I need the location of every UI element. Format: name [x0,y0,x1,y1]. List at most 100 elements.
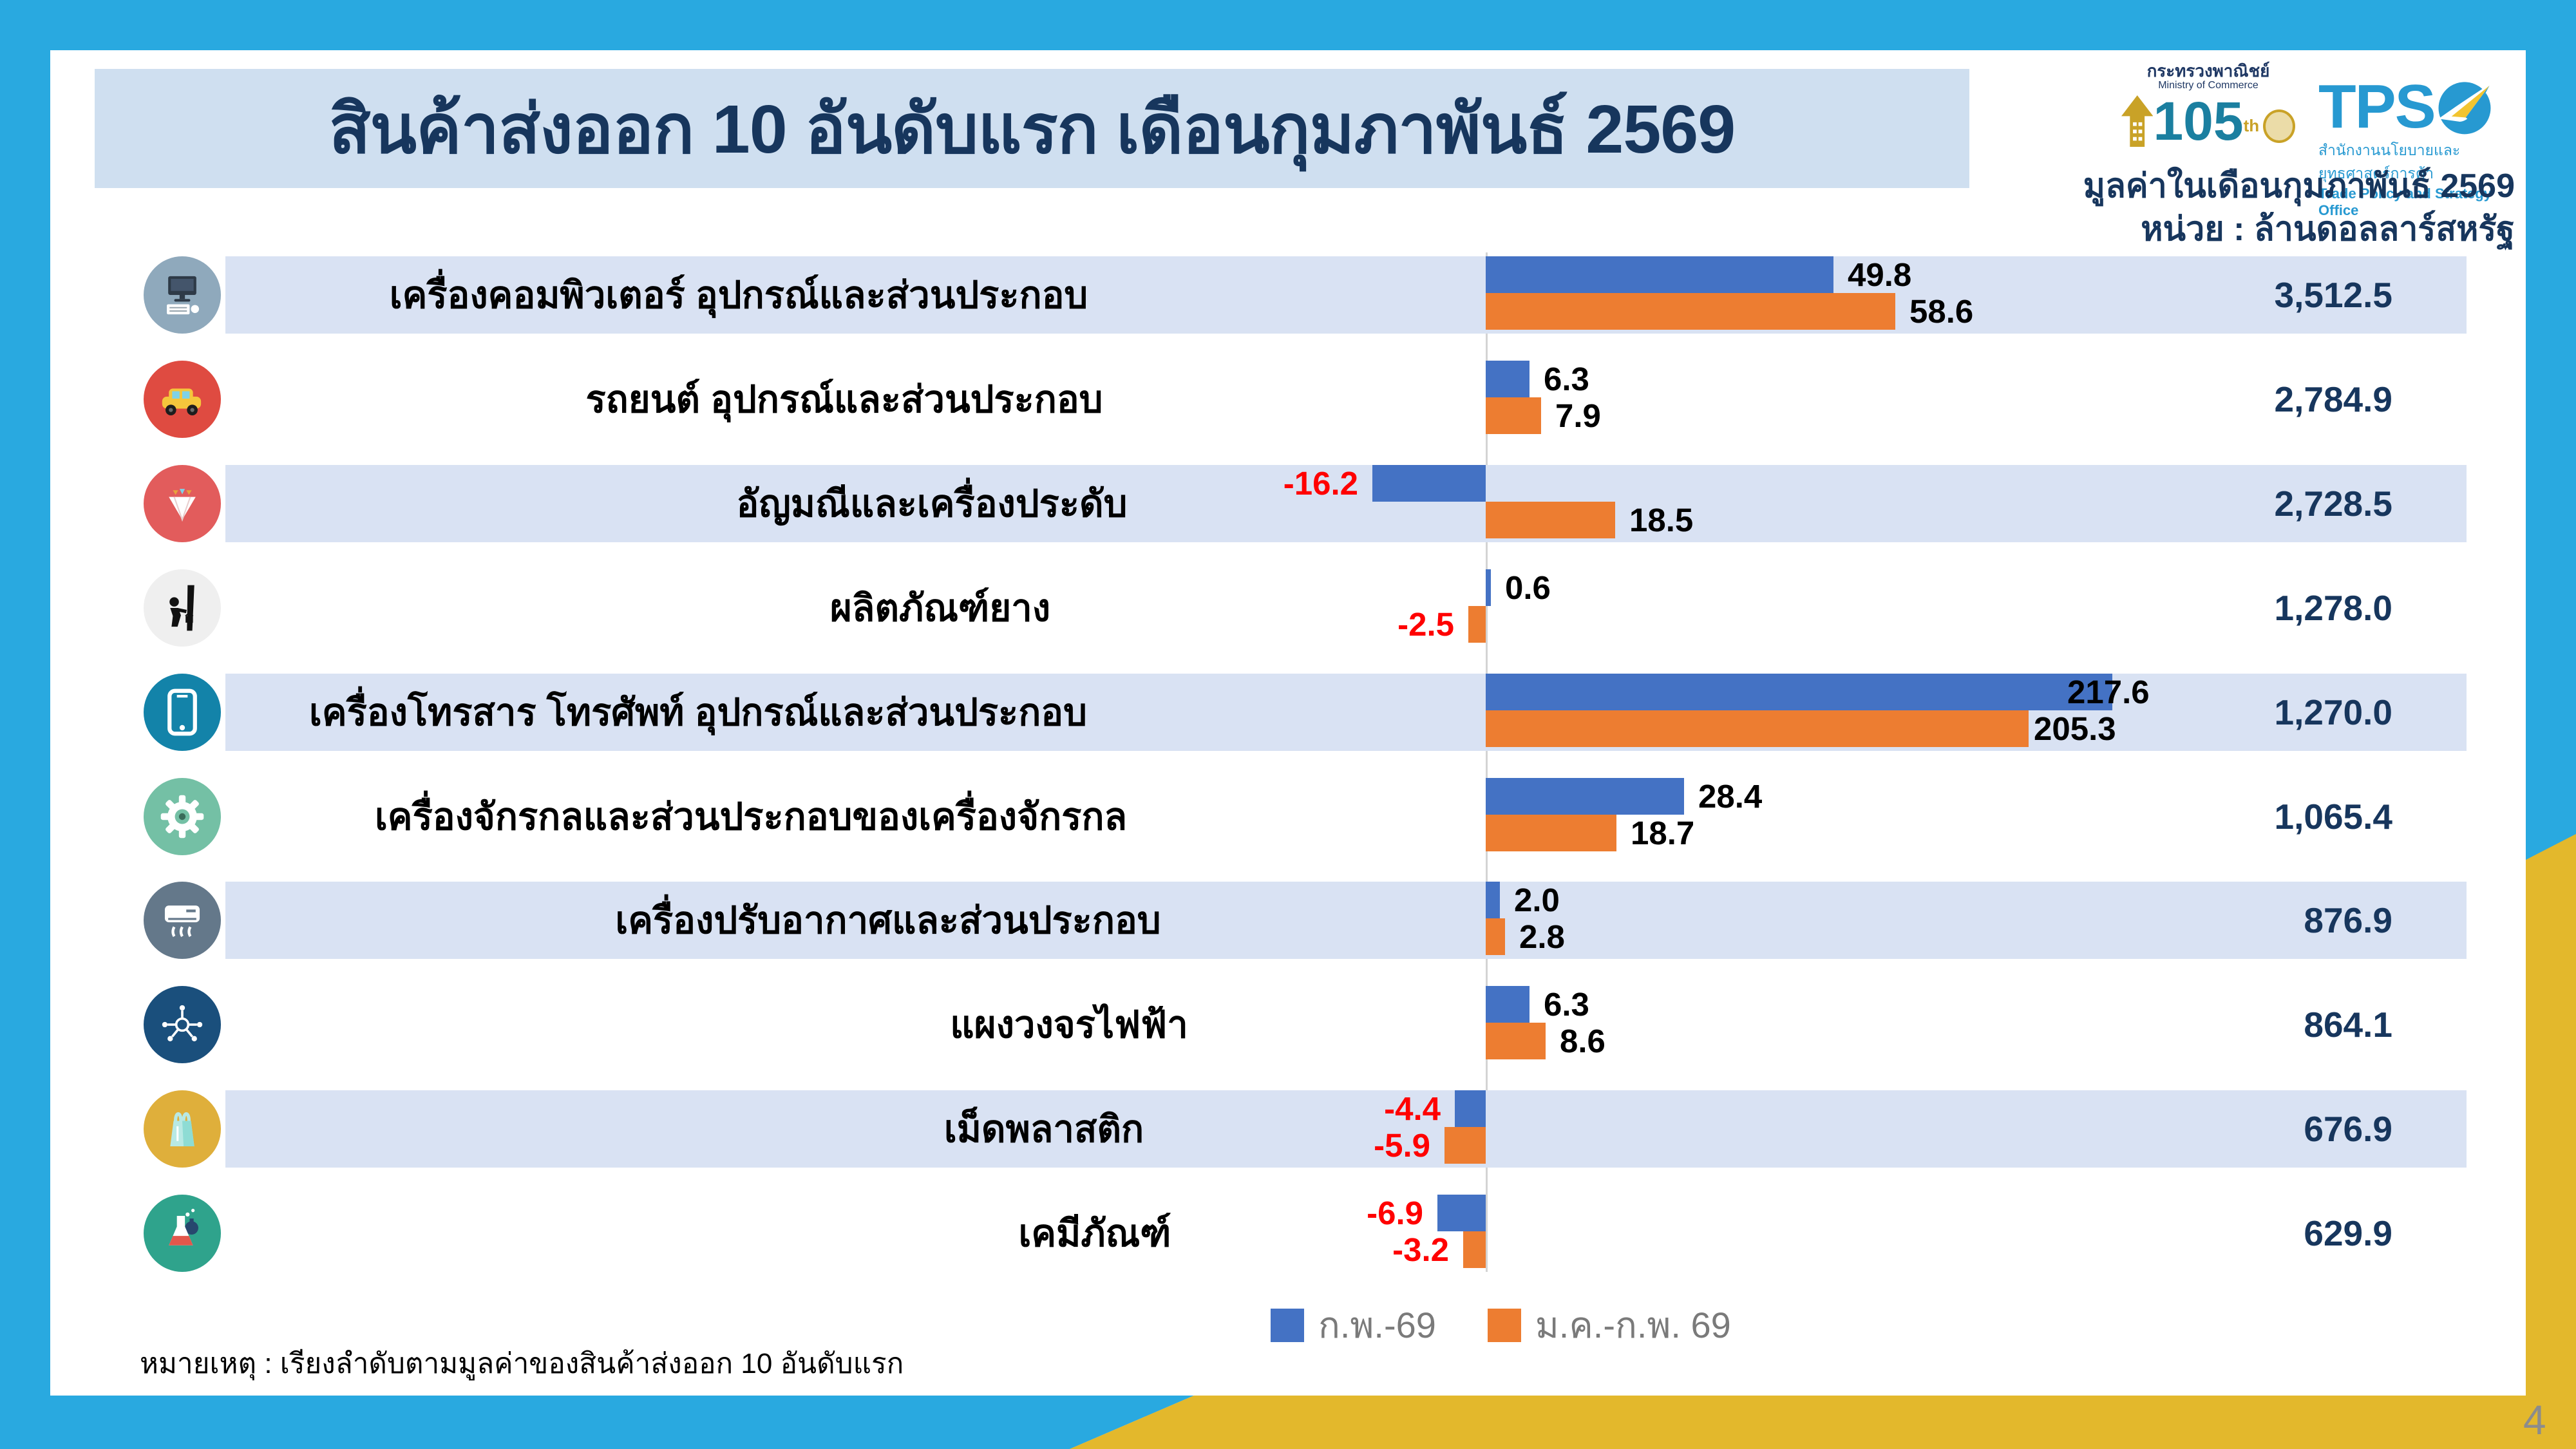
table-row: เครื่องปรับอากาศและส่วนประกอบ 2.0 2.8 87… [0,882,2576,986]
bar-feb-69 [1486,569,1491,606]
circuit-board-icon [144,986,221,1063]
value-note: มูลค่าในเดือนกุมภาพันธ์ 2569 หน่วย : ล้า… [1610,165,2515,251]
bottom-band-cyan [0,1396,1194,1449]
table-row: ผลิตภัณฑ์ยาง 0.6 -2.5 1,278.0 [0,569,2576,674]
legend-swatch-blue [1271,1309,1304,1342]
bar-feb-69 [1486,674,2112,710]
car-icon [144,361,221,438]
growth-jan-feb: 2.8 [1519,918,1565,955]
bar-feb-69 [1486,361,1530,397]
legend-label: ก.พ.-69 [1318,1305,1436,1345]
table-row: แผงวงจรไฟฟ้า 6.3 8.6 864.1 [0,986,2576,1090]
table-row: เม็ดพลาสติก -4.4 -5.9 676.9 [0,1090,2576,1195]
bar-jan-feb-69 [1486,710,2029,747]
legend-label: ม.ค.-ก.พ. 69 [1535,1305,1731,1345]
bar-feb-69 [1486,986,1530,1023]
row-band [225,465,2467,542]
bar-jan-feb-69 [1444,1127,1486,1164]
bar-jan-feb-69 [1486,815,1616,851]
export-value: 1,278.0 [2274,588,2392,628]
bar-jan-feb-69 [1468,606,1486,643]
title-band: สินค้าส่งออก 10 อันดับแรก เดือนกุมภาพันธ… [95,69,1969,188]
moc-royal-seal-icon [2263,109,2295,143]
product-label: อัญมณีและเครื่องประดับ [736,482,1128,525]
growth-jan-feb: -3.2 [1392,1231,1449,1268]
bar-jan-feb-69 [1463,1231,1486,1268]
growth-jan-feb: 18.5 [1629,502,1694,538]
export-value: 2,728.5 [2274,484,2392,524]
bar-feb-69 [1437,1195,1486,1231]
export-value: 2,784.9 [2274,379,2392,419]
export-value: 876.9 [2304,900,2392,940]
bar-jan-feb-69 [1486,293,1895,330]
product-label: เครื่องคอมพิวเตอร์ อุปกรณ์และส่วนประกอบ [389,274,1088,316]
moc-gold-arrow-icon [2121,95,2154,147]
footnote: หมายเหตุ : เรียงลำดับตามมูลค่าของสินค้าส… [140,1348,904,1379]
air-conditioner-icon [144,882,221,959]
product-label: แผงวงจรไฟฟ้า [950,1003,1188,1046]
moc-thai-name: กระทรวงพาณิชย์ [2146,61,2270,80]
export-value: 629.9 [2304,1213,2392,1253]
bar-jan-feb-69 [1486,1023,1546,1059]
product-label: ผลิตภัณฑ์ยาง [829,587,1051,629]
product-label: เครื่องจักรกลและส่วนประกอบของเครื่องจักร… [374,795,1128,838]
table-row: เครื่องจักรกลและส่วนประกอบของเครื่องจักร… [0,778,2576,882]
bar-jan-feb-69 [1486,397,1541,434]
gems-jewelry-icon [144,465,221,542]
row-band [225,882,2467,959]
growth-feb: 0.6 [1505,569,1551,606]
bar-feb-69 [1372,465,1486,502]
bar-feb-69 [1486,778,1684,815]
page-title: สินค้าส่งออก 10 อันดับแรก เดือนกุมภาพันธ… [328,91,1736,167]
computer-icon [144,256,221,334]
growth-jan-feb: -2.5 [1397,606,1454,643]
table-row: รถยนต์ อุปกรณ์และส่วนประกอบ 6.3 7.9 2,78… [0,361,2576,465]
ministry-of-commerce-logo: กระทรวงพาณิชย์ Ministry of Commerce 105 … [2121,62,2295,171]
gear-machinery-icon [144,778,221,855]
legend-item-feb: ก.พ.-69 [1271,1307,1436,1343]
moc-anniversary-suffix: th [2243,116,2260,135]
bar-feb-69 [1486,882,1500,918]
value-note-line2: หน่วย : ล้านดอลลาร์สหรัฐ [2141,211,2515,248]
table-row: อัญมณีและเครื่องประดับ -16.2 18.5 2,728.… [0,465,2576,569]
product-label: เครื่องโทรสาร โทรศัพท์ อุปกรณ์และส่วนประ… [309,691,1087,734]
phone-icon [144,674,221,751]
export-value: 1,270.0 [2274,692,2392,732]
growth-jan-feb: 18.7 [1631,815,1695,851]
bar-feb-69 [1455,1090,1486,1127]
moc-eng-name: Ministry of Commerce [2158,80,2259,91]
page-number: 4 [2523,1397,2546,1443]
table-row: เครื่องโทรสาร โทรศัพท์ อุปกรณ์และส่วนประ… [0,674,2576,778]
tpso-o-swoosh-icon [2438,82,2493,135]
bar-jan-feb-69 [1486,502,1615,538]
plastic-pellets-icon [144,1090,221,1168]
growth-jan-feb: 7.9 [1555,397,1601,434]
bar-jan-feb-69 [1486,918,1505,955]
growth-jan-feb: 8.6 [1560,1023,1605,1059]
export-value: 676.9 [2304,1109,2392,1149]
frame-right-bar-cyan [2526,0,2576,863]
row-band [225,256,2467,334]
tpso-acronym: TPS [2318,72,2436,141]
chemicals-icon [144,1195,221,1272]
growth-feb: 6.3 [1544,361,1589,397]
export-value: 3,512.5 [2274,275,2392,315]
bar-feb-69 [1486,256,1833,293]
product-label: เครื่องปรับอากาศและส่วนประกอบ [615,899,1161,942]
legend-swatch-orange [1487,1309,1521,1342]
frame-right-bar-yellow [2526,834,2576,1449]
product-label: เม็ดพลาสติก [943,1108,1144,1150]
export-value: 864.1 [2304,1005,2392,1045]
value-note-line1: มูลค่าในเดือนกุมภาพันธ์ 2569 [2083,167,2515,205]
growth-feb: 6.3 [1544,986,1589,1023]
growth-feb: -4.4 [1384,1090,1441,1127]
growth-feb: 2.0 [1514,882,1560,918]
table-row: เครื่องคอมพิวเตอร์ อุปกรณ์และส่วนประกอบ … [0,256,2576,361]
bottom-band-yellow [1070,1396,2576,1449]
rubber-products-icon [144,569,221,647]
growth-feb: 49.8 [1848,256,1912,293]
tpso-thai-name: สำนักงานนโยบายและยุทธศาสตร์การค้า [2318,142,2461,182]
table-row: เคมีภัณฑ์ -6.9 -3.2 629.9 [0,1195,2576,1299]
tpso-logo: TPS สำนักงานนโยบายและยุทธศาสตร์การค้า Tr… [2318,76,2512,219]
